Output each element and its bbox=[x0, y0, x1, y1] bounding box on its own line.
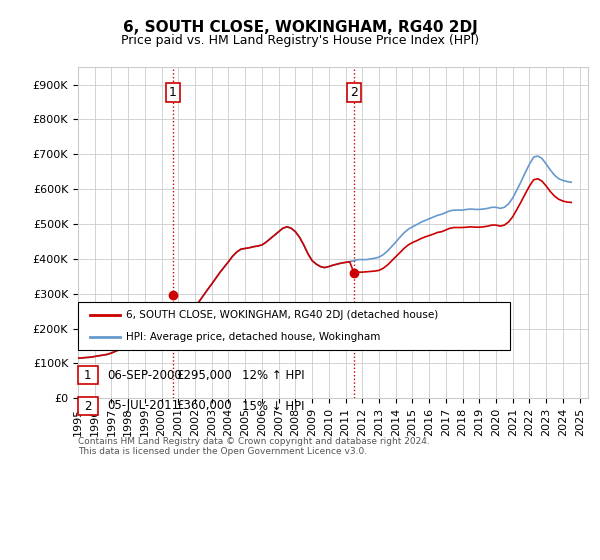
Text: 06-SEP-2000: 06-SEP-2000 bbox=[107, 368, 182, 382]
Text: Price paid vs. HM Land Registry's House Price Index (HPI): Price paid vs. HM Land Registry's House … bbox=[121, 34, 479, 46]
Text: 6, SOUTH CLOSE, WOKINGHAM, RG40 2DJ (detached house): 6, SOUTH CLOSE, WOKINGHAM, RG40 2DJ (det… bbox=[126, 310, 438, 320]
Text: 2: 2 bbox=[350, 86, 358, 99]
Text: 15% ↓ HPI: 15% ↓ HPI bbox=[242, 399, 304, 413]
Text: 1: 1 bbox=[84, 368, 92, 382]
Text: 6, SOUTH CLOSE, WOKINGHAM, RG40 2DJ: 6, SOUTH CLOSE, WOKINGHAM, RG40 2DJ bbox=[122, 20, 478, 35]
Text: 05-JUL-2011: 05-JUL-2011 bbox=[107, 399, 179, 413]
Text: Contains HM Land Registry data © Crown copyright and database right 2024.
This d: Contains HM Land Registry data © Crown c… bbox=[78, 437, 430, 456]
Text: 1: 1 bbox=[169, 86, 177, 99]
Text: £295,000: £295,000 bbox=[176, 368, 232, 382]
Text: 2: 2 bbox=[84, 399, 92, 413]
Text: 12% ↑ HPI: 12% ↑ HPI bbox=[242, 368, 304, 382]
Text: £360,000: £360,000 bbox=[176, 399, 232, 413]
Text: HPI: Average price, detached house, Wokingham: HPI: Average price, detached house, Woki… bbox=[126, 332, 380, 342]
